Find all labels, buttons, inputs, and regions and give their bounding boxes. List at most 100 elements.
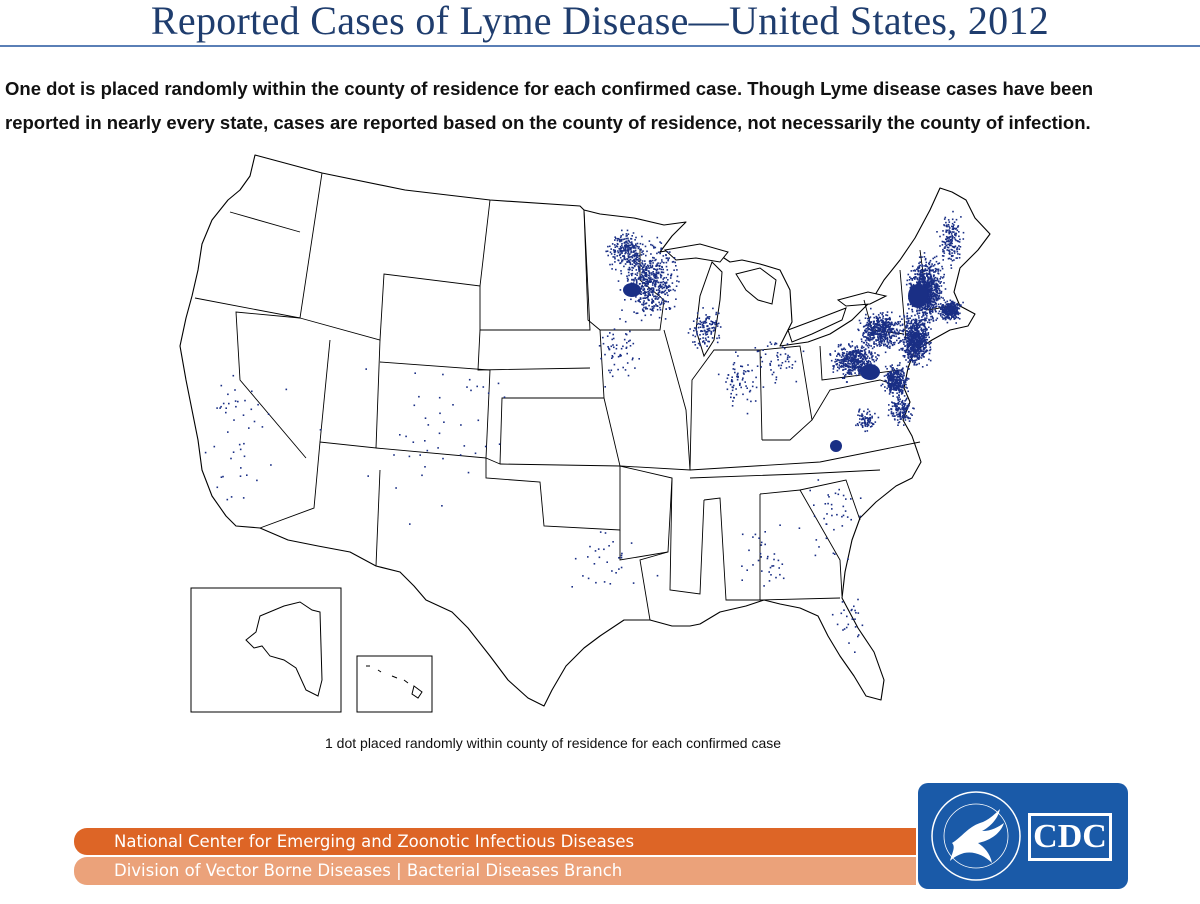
case-dot bbox=[883, 333, 886, 336]
case-dot bbox=[856, 358, 859, 361]
case-dot bbox=[916, 330, 918, 332]
case-dot bbox=[939, 245, 941, 247]
case-dot bbox=[913, 324, 916, 327]
case-dot bbox=[655, 280, 658, 283]
case-dot bbox=[898, 394, 900, 397]
case-dot bbox=[625, 237, 628, 240]
case-dot bbox=[851, 369, 854, 372]
case-dot bbox=[951, 228, 954, 230]
case-dot bbox=[642, 289, 644, 291]
case-dot bbox=[877, 335, 879, 337]
case-dot bbox=[783, 347, 786, 350]
case-dot bbox=[954, 245, 957, 247]
case-dot bbox=[900, 340, 903, 342]
case-dot bbox=[665, 276, 668, 279]
case-dot bbox=[871, 338, 873, 341]
case-dot bbox=[880, 341, 883, 344]
case-dot bbox=[890, 383, 892, 385]
case-dot bbox=[873, 343, 875, 345]
case-dot bbox=[437, 447, 439, 449]
case-dot bbox=[899, 315, 901, 318]
case-dot bbox=[861, 413, 863, 415]
case-dot bbox=[920, 350, 922, 353]
case-dot bbox=[598, 556, 601, 559]
case-dot bbox=[851, 363, 854, 365]
case-dot bbox=[956, 248, 958, 251]
case-dot bbox=[768, 571, 770, 573]
case-dot bbox=[933, 279, 935, 282]
case-dot bbox=[641, 263, 644, 265]
case-dot bbox=[923, 338, 925, 341]
case-dot bbox=[912, 350, 915, 353]
case-dot bbox=[669, 289, 672, 292]
case-dot bbox=[847, 360, 849, 363]
case-dot bbox=[956, 257, 958, 259]
case-dot bbox=[904, 355, 906, 357]
case-dot bbox=[864, 422, 866, 425]
case-dot bbox=[659, 291, 661, 294]
case-dot bbox=[885, 319, 887, 321]
case-dot bbox=[644, 263, 647, 265]
case-dot bbox=[615, 344, 618, 346]
case-dot bbox=[863, 419, 866, 422]
case-dot bbox=[841, 601, 844, 603]
case-dot bbox=[918, 335, 920, 337]
case-dot bbox=[778, 567, 780, 569]
case-dot bbox=[635, 259, 638, 261]
case-dot bbox=[654, 274, 656, 276]
footer-division-name: Division of Vector Borne Diseases | Bact… bbox=[114, 861, 623, 880]
case-dot bbox=[658, 301, 660, 304]
case-dot bbox=[625, 251, 627, 253]
case-dot bbox=[662, 255, 665, 257]
case-dot bbox=[932, 265, 935, 267]
case-dot bbox=[935, 282, 937, 285]
case-dot bbox=[786, 356, 789, 359]
case-dot bbox=[875, 323, 877, 325]
case-dot bbox=[926, 269, 928, 272]
case-dot bbox=[885, 314, 887, 316]
case-dot bbox=[649, 273, 651, 275]
case-dot bbox=[906, 342, 909, 345]
case-dot bbox=[627, 237, 629, 240]
case-dot bbox=[949, 227, 951, 229]
case-dot bbox=[945, 307, 947, 309]
case-dot bbox=[915, 341, 917, 344]
case-dot bbox=[955, 310, 958, 313]
case-dot bbox=[859, 349, 862, 352]
case-dot bbox=[957, 253, 959, 255]
case-dot bbox=[842, 364, 845, 367]
case-dot bbox=[924, 339, 927, 342]
case-dot bbox=[848, 362, 850, 365]
case-dot bbox=[923, 270, 925, 273]
case-dot bbox=[656, 574, 659, 577]
case-dot bbox=[865, 348, 867, 350]
case-dot bbox=[881, 321, 883, 323]
case-dot bbox=[639, 293, 641, 295]
case-dot bbox=[937, 272, 939, 274]
case-dot bbox=[899, 411, 902, 413]
case-dot bbox=[791, 367, 793, 369]
case-dot bbox=[857, 366, 859, 368]
case-dot bbox=[894, 415, 896, 417]
case-dot bbox=[627, 278, 629, 281]
case-dot bbox=[916, 277, 918, 279]
case-dot bbox=[857, 369, 859, 371]
case-dot bbox=[623, 241, 626, 244]
case-dot bbox=[641, 284, 643, 287]
case-dot bbox=[867, 419, 869, 422]
case-dot bbox=[657, 292, 659, 295]
case-dot bbox=[855, 361, 858, 364]
case-dot bbox=[667, 301, 669, 303]
case-dot bbox=[642, 292, 644, 295]
case-dot bbox=[905, 359, 907, 361]
case-dot bbox=[903, 405, 906, 408]
case-dot bbox=[634, 239, 636, 241]
case-dot bbox=[954, 310, 956, 313]
case-dot bbox=[418, 395, 420, 398]
case-dot bbox=[742, 372, 745, 374]
case-dot bbox=[847, 558, 849, 560]
case-dot bbox=[930, 275, 932, 278]
case-dot bbox=[922, 329, 925, 331]
case-dot bbox=[726, 377, 729, 380]
case-dot bbox=[920, 320, 923, 322]
